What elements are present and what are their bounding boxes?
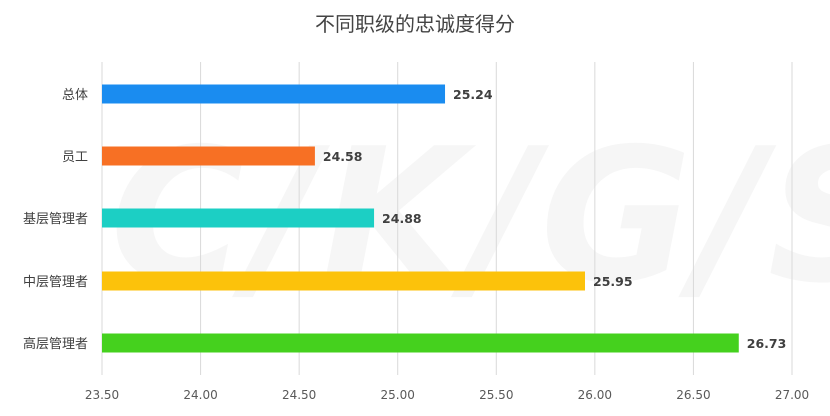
value-label: 25.24 <box>453 87 493 102</box>
value-label: 25.95 <box>593 274 633 289</box>
bar <box>102 84 446 104</box>
value-label: 24.88 <box>382 211 422 226</box>
x-tick-label: 27.00 <box>775 388 809 402</box>
category-label: 员工 <box>62 150 88 165</box>
x-tick-label: 26.50 <box>676 388 710 402</box>
x-tick-label: 26.00 <box>578 388 612 402</box>
bars <box>102 84 739 353</box>
category-label: 高层管理者 <box>23 336 88 352</box>
x-tick-label: 25.00 <box>381 388 415 402</box>
bar <box>102 208 375 228</box>
category-label: 基层管理者 <box>23 212 88 227</box>
bar <box>102 271 585 291</box>
chart-title: 不同职级的忠诚度得分 <box>315 12 515 36</box>
value-label: 26.73 <box>747 336 787 351</box>
category-label: 总体 <box>62 88 88 103</box>
bar <box>102 146 315 166</box>
bar <box>102 333 739 353</box>
x-tick-label: 24.00 <box>183 388 217 402</box>
category-label: 中层管理者 <box>23 275 88 290</box>
x-tick-label: 25.50 <box>479 388 513 402</box>
value-label: 24.58 <box>323 149 363 164</box>
x-tick-label: 23.50 <box>85 388 119 402</box>
labels: 23.50 24.00 24.50 25.00 25.50 26.00 26.50 27.00… <box>23 87 809 402</box>
x-tick-label: 24.50 <box>282 388 316 402</box>
